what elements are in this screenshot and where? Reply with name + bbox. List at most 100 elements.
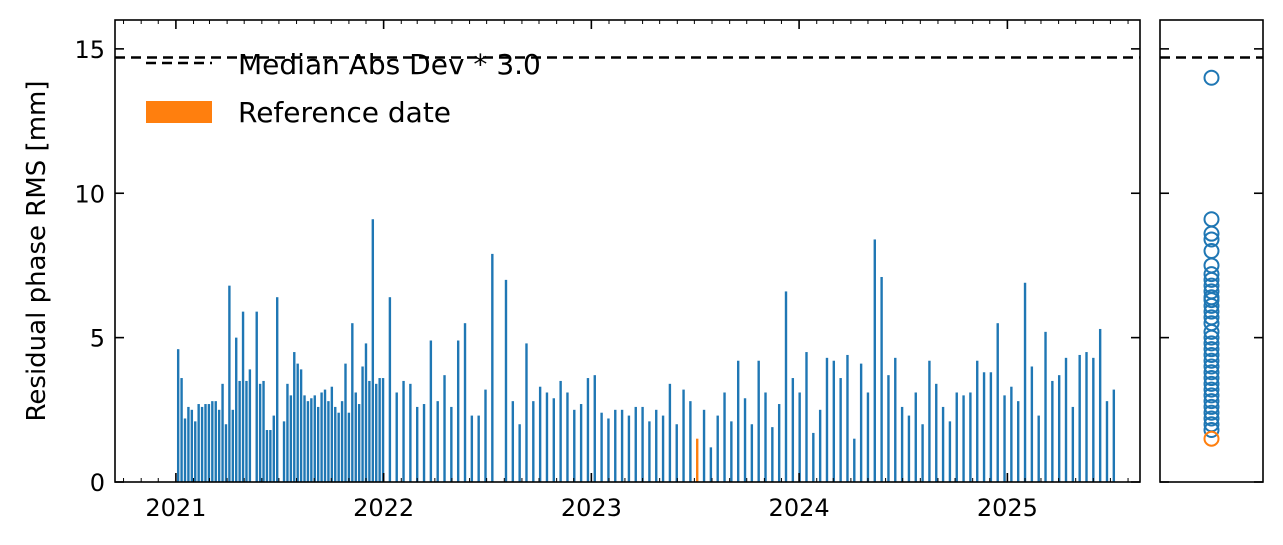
bar [1010, 386, 1013, 482]
x-tick-label: 2022 [353, 494, 414, 522]
bar [1098, 328, 1102, 482]
bar [276, 297, 279, 482]
bar [371, 219, 375, 483]
bar [214, 401, 217, 482]
bar [586, 378, 590, 482]
bar [456, 340, 460, 482]
bar [248, 369, 252, 482]
side-point [1203, 329, 1220, 346]
bar [221, 383, 224, 482]
side-point [1203, 303, 1220, 320]
bar [757, 360, 760, 482]
x-tick-label: 2021 [145, 494, 206, 522]
legend-reference-swatch [146, 101, 212, 123]
bar [525, 343, 528, 482]
bar [730, 421, 733, 482]
bar [351, 323, 354, 482]
bar [641, 406, 644, 482]
bar [484, 389, 487, 482]
side-points-group [1203, 69, 1220, 447]
bar [228, 285, 231, 482]
bar [593, 375, 596, 482]
bar [921, 424, 924, 482]
bar [777, 404, 781, 482]
bar [289, 395, 293, 482]
bar [357, 404, 361, 482]
bar [197, 404, 200, 482]
bar [402, 380, 405, 482]
bar [1044, 331, 1047, 482]
bar [262, 380, 265, 482]
bar [969, 392, 972, 482]
bar [296, 363, 299, 482]
side-point [1203, 341, 1220, 358]
bar [873, 239, 876, 482]
bar [709, 447, 713, 482]
side-point [1203, 271, 1220, 288]
bar [217, 409, 221, 482]
y-axis-label: Residual phase RMS [mm] [22, 81, 52, 422]
bar [381, 378, 385, 482]
bar [293, 352, 296, 482]
bar [306, 401, 310, 482]
bar [327, 401, 330, 482]
bar [607, 418, 610, 482]
bar [1112, 389, 1116, 482]
bar [661, 415, 665, 482]
side-point [1203, 225, 1220, 242]
bar [241, 311, 245, 482]
bar [1105, 401, 1109, 482]
bar [941, 406, 945, 482]
side-point [1203, 323, 1220, 340]
bar [231, 409, 235, 482]
bar [825, 357, 829, 482]
bar [347, 412, 351, 482]
side-point [1203, 375, 1220, 392]
bar [429, 340, 433, 482]
bar [378, 378, 381, 482]
bar [750, 424, 754, 482]
bar [258, 383, 262, 482]
side-point [1203, 292, 1220, 309]
side-point-reference [1203, 430, 1220, 447]
bar [491, 253, 494, 482]
bar [928, 360, 931, 482]
bar [907, 415, 911, 482]
bar [354, 392, 357, 482]
bar [627, 415, 631, 482]
side-point [1203, 422, 1220, 439]
bar [600, 412, 603, 482]
bar [736, 360, 740, 482]
y-tick-label: 5 [90, 325, 105, 353]
bar [989, 372, 993, 482]
bar [211, 401, 214, 482]
bar [388, 297, 392, 482]
bar [818, 409, 822, 482]
bar [620, 409, 624, 482]
bar [579, 404, 583, 482]
legend-reference-label: Reference date [238, 96, 451, 129]
side-y-ticks [1160, 48, 1263, 483]
y-tick-label: 15 [74, 36, 105, 64]
bar [976, 360, 979, 482]
x-tick-label: 2023 [561, 494, 622, 522]
bar [180, 378, 183, 482]
side-point [1203, 231, 1220, 248]
bar [204, 404, 207, 482]
side-point [1203, 398, 1220, 415]
bar [368, 380, 371, 482]
bar [723, 392, 726, 482]
bar [900, 406, 904, 482]
bar [518, 424, 521, 482]
side-point [1203, 387, 1220, 404]
bar [504, 279, 508, 482]
bar [914, 392, 917, 482]
bar [1037, 415, 1040, 482]
bar [194, 421, 197, 482]
side-point [1203, 410, 1220, 427]
bar [634, 406, 637, 482]
x-tick-label: 2024 [769, 494, 830, 522]
side-point [1203, 358, 1220, 375]
bar [282, 421, 286, 482]
bar [190, 409, 194, 482]
